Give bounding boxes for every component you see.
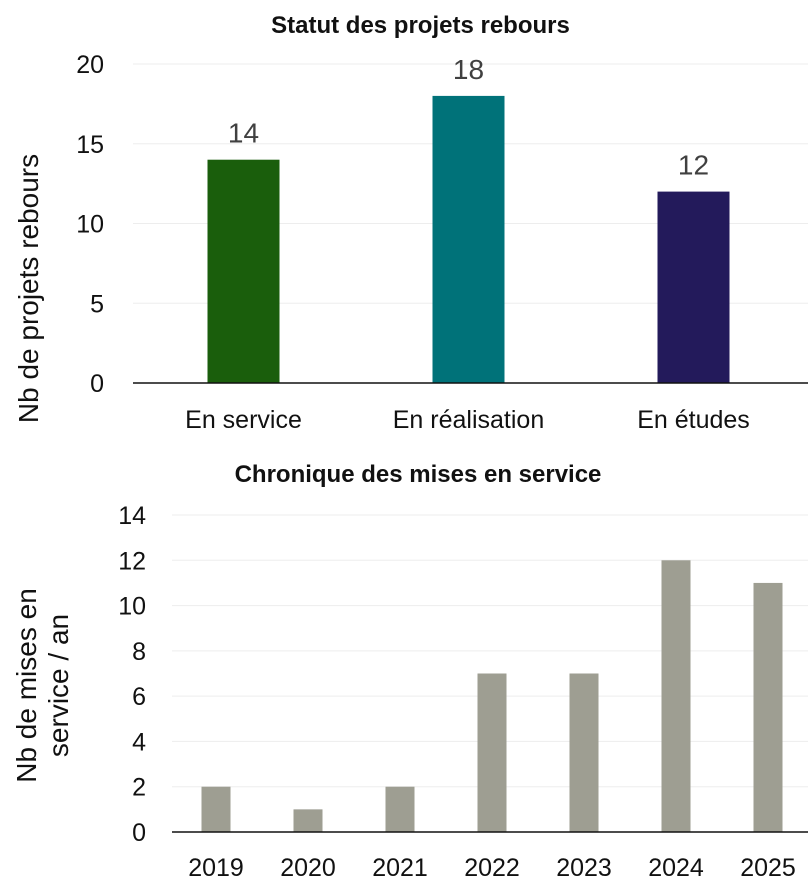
y-tick-label: 12 xyxy=(118,547,146,575)
y-axis-title-line: service / an xyxy=(43,614,74,757)
x-category-label: En réalisation xyxy=(393,406,544,434)
status-bar-chart: Statut des projets rebours 0 5 10 15 20 14 En s… xyxy=(13,12,808,434)
y-tick-label: 20 xyxy=(76,51,104,79)
bar-2023 xyxy=(569,673,599,832)
bar-2025 xyxy=(753,582,783,832)
x-category-label: 2021 xyxy=(372,854,428,882)
bar-2019 xyxy=(201,786,231,832)
x-category-label: 2024 xyxy=(648,854,704,882)
data-label: 18 xyxy=(453,54,484,85)
bar-2024 xyxy=(661,560,691,832)
data-label: 14 xyxy=(228,118,259,149)
x-category-label: En service xyxy=(185,406,302,434)
y-tick-label: 6 xyxy=(132,683,146,711)
y-tick-label: 8 xyxy=(132,638,146,666)
x-category-label: 2020 xyxy=(280,854,336,882)
y-axis-title: Nb de projets rebours xyxy=(13,154,44,423)
bar-2021 xyxy=(385,786,415,832)
x-category-label: 2023 xyxy=(556,854,612,882)
timeline-bar-chart: Chronique des mises en service 0 2 4 6 8 10 12 1… xyxy=(11,461,808,882)
y-axis-title-line: Nb de mises en xyxy=(11,588,42,783)
chart-title: Chronique des mises en service xyxy=(235,461,602,488)
y-tick-label: 15 xyxy=(76,131,104,159)
bar-en-tudes xyxy=(657,191,730,383)
y-tick-label: 2 xyxy=(132,774,146,802)
data-label: 12 xyxy=(678,150,709,181)
chart-title: Statut des projets rebours xyxy=(271,12,570,39)
x-category-label: 2019 xyxy=(188,854,244,882)
y-tick-label: 0 xyxy=(132,819,146,847)
x-category-label: En études xyxy=(637,406,750,434)
y-tick-label: 0 xyxy=(90,370,104,398)
bar-en-service xyxy=(207,159,280,383)
y-tick-label: 5 xyxy=(90,290,104,318)
bar-2022 xyxy=(477,673,507,832)
bar-en-r-alisation xyxy=(432,95,505,384)
x-category-label: 2022 xyxy=(464,854,520,882)
y-tick-label: 14 xyxy=(118,502,146,530)
bar-2020 xyxy=(293,809,323,832)
x-category-label: 2025 xyxy=(740,854,796,882)
y-tick-label: 10 xyxy=(76,211,104,239)
y-axis-title: Nb de mises en service / an xyxy=(11,588,74,783)
y-tick-label: 10 xyxy=(118,593,146,621)
y-tick-label: 4 xyxy=(132,728,146,756)
